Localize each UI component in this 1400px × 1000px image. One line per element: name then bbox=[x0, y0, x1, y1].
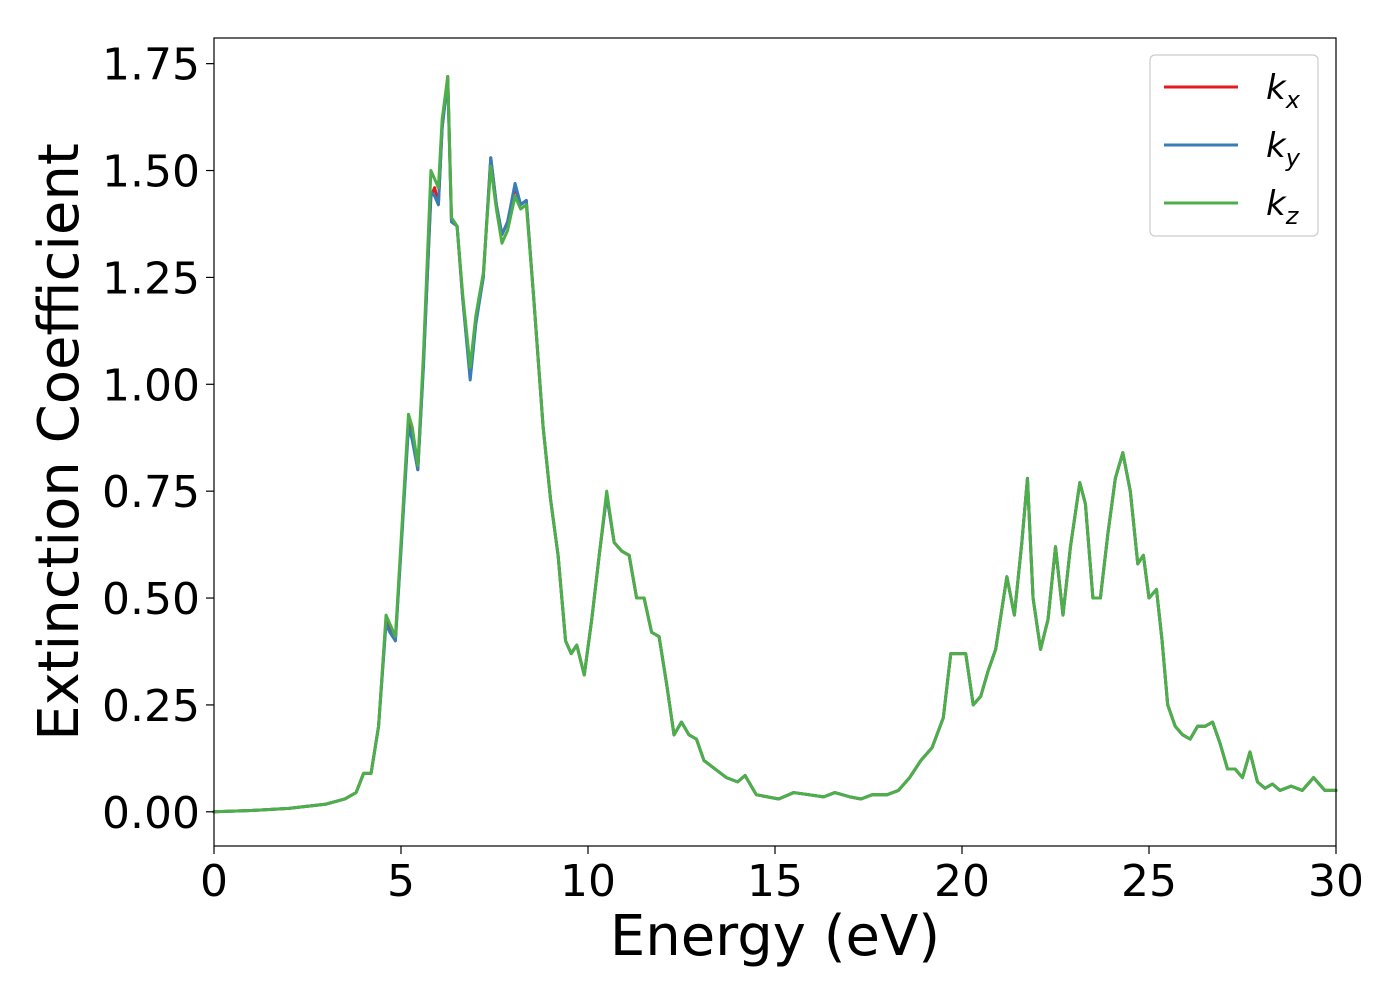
series-layer bbox=[212, 74, 1338, 814]
y-tick-label: 1.50 bbox=[102, 147, 200, 198]
x-tick-label: 25 bbox=[1121, 856, 1177, 907]
legend-label-k_x: kx bbox=[1266, 68, 1301, 114]
legend-label-k_y: ky bbox=[1266, 126, 1301, 172]
y-tick-label: 0.25 bbox=[102, 681, 200, 732]
x-tick-label: 15 bbox=[747, 856, 803, 907]
x-tick-label: 5 bbox=[387, 856, 415, 907]
x-tick-label: 30 bbox=[1308, 856, 1364, 907]
x-axis-title: Energy (eV) bbox=[610, 904, 940, 969]
y-axis-title: Extinction Coefficient bbox=[27, 143, 92, 741]
y-tick-label: 0.50 bbox=[102, 574, 200, 625]
y-tick-label: 0.75 bbox=[102, 467, 200, 518]
x-tick-label: 20 bbox=[934, 856, 990, 907]
x-tick-label: 10 bbox=[560, 856, 616, 907]
legend: kx ky kz bbox=[1149, 54, 1319, 237]
y-tick-label: 1.75 bbox=[102, 40, 200, 91]
series-line-k_z bbox=[212, 74, 1338, 814]
y-tick-label: 0.00 bbox=[102, 788, 200, 839]
x-tick-label: 0 bbox=[200, 856, 228, 907]
plot-background bbox=[214, 38, 1336, 846]
y-tick-label: 1.25 bbox=[102, 253, 200, 304]
y-axis: 0.00 0.25 0.50 0.75 1.00 1.25 1.50 1.75 bbox=[102, 40, 214, 839]
y-tick-label: 1.00 bbox=[102, 360, 200, 411]
x-axis: 0 5 10 15 20 25 30 bbox=[200, 846, 1364, 907]
legend-label-k_z: kz bbox=[1266, 184, 1300, 230]
